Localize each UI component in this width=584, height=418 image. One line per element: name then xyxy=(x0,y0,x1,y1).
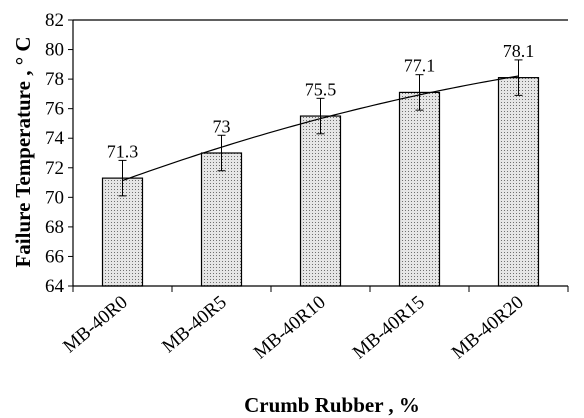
trendline-layer xyxy=(122,75,519,182)
y-tick-label: 76 xyxy=(45,99,64,120)
x-axis-labels: MB-40R0 MB-40R5 MB-40R10 MB-40R15 MB-40R20 xyxy=(59,292,528,364)
data-label: 75.5 xyxy=(305,79,337,99)
data-label: 78.1 xyxy=(503,41,535,61)
y-tick-label: 70 xyxy=(45,187,64,208)
trendline xyxy=(122,75,519,182)
x-tick-label: MB-40R15 xyxy=(349,292,429,364)
y-axis-title: Failure Temperature , ° C xyxy=(11,36,35,267)
x-tick-label: MB-40R20 xyxy=(448,292,528,364)
error-bar xyxy=(514,59,523,96)
error-bar xyxy=(217,134,226,172)
y-tick-label: 78 xyxy=(45,69,64,90)
y-axis-ticks: 64 66 68 70 72 74 76 78 80 82 xyxy=(45,10,73,297)
axes xyxy=(72,19,569,292)
x-tick-label: MB-40R0 xyxy=(59,292,132,358)
bar xyxy=(299,115,342,287)
error-bar xyxy=(316,97,325,135)
error-bars xyxy=(118,59,523,197)
y-tick-label: 80 xyxy=(45,40,64,61)
data-label: 71.3 xyxy=(107,141,139,161)
error-bar xyxy=(118,159,127,197)
y-tick-label: 82 xyxy=(45,10,64,31)
error-bar xyxy=(415,74,424,111)
x-tick-label: MB-40R10 xyxy=(250,292,330,364)
bar xyxy=(200,152,243,287)
y-tick-label: 66 xyxy=(45,246,64,267)
data-label: 73 xyxy=(213,116,231,136)
x-tick-label: MB-40R5 xyxy=(158,292,231,358)
bar xyxy=(398,91,441,287)
x-axis-title: Crumb Rubber , % xyxy=(244,393,420,417)
y-tick-label: 72 xyxy=(45,158,64,179)
bar xyxy=(497,77,540,287)
y-tick-label: 68 xyxy=(45,217,64,238)
data-labels: 71.3 73 75.5 77.1 78.1 xyxy=(107,41,535,161)
y-tick-label: 74 xyxy=(45,128,65,149)
data-label: 77.1 xyxy=(404,56,436,76)
y-tick-label: 64 xyxy=(45,276,65,297)
